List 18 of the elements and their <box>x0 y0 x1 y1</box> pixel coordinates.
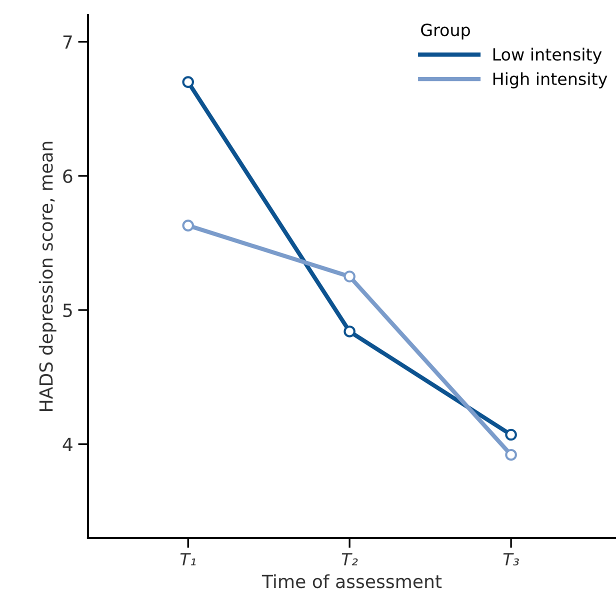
y-tick-label: 4 <box>62 438 72 451</box>
y-tick-label: 5 <box>63 304 72 318</box>
legend-title: Group <box>421 24 470 40</box>
y-axis-title: HADS depression score, mean <box>38 142 56 411</box>
point <box>505 428 517 441</box>
point <box>182 220 194 232</box>
point <box>344 326 356 338</box>
x-tick-label: T₃ <box>503 553 519 566</box>
x-tick-label: T₂ <box>342 553 358 566</box>
y-tick-label: 7 <box>63 36 72 49</box>
point <box>182 76 194 88</box>
legend-label: High intensity <box>493 72 608 88</box>
point <box>344 270 356 282</box>
x-tick-label: T₁ <box>180 553 196 566</box>
point <box>505 448 517 461</box>
x-axis-title: Time of assessment <box>262 574 442 588</box>
y-tick-label: 6 <box>63 169 72 184</box>
legend-label: Low intensity <box>493 48 602 64</box>
